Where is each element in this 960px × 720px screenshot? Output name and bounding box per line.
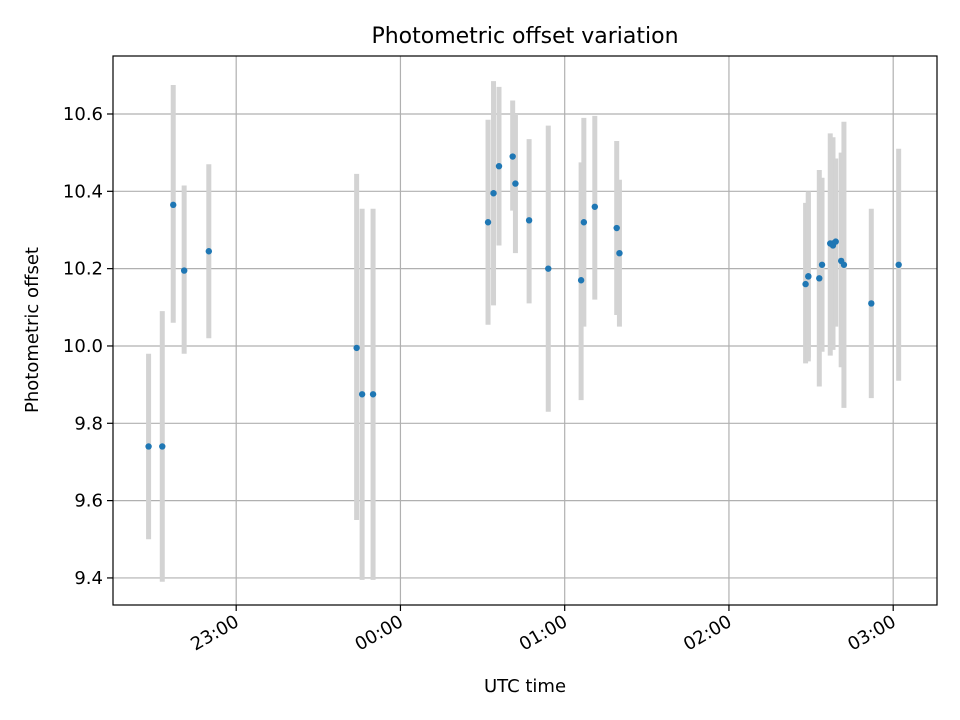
y-tick-label: 10.6 bbox=[63, 104, 103, 125]
y-tick-label: 9.8 bbox=[74, 413, 103, 434]
x-axis-label: UTC time bbox=[484, 676, 566, 697]
y-tick-label: 9.6 bbox=[74, 491, 103, 512]
data-point bbox=[840, 261, 848, 268]
data-point bbox=[353, 344, 360, 352]
data-point bbox=[613, 224, 620, 232]
data-point bbox=[358, 391, 366, 398]
data-point bbox=[495, 162, 503, 170]
data-point bbox=[490, 190, 497, 197]
data-point bbox=[525, 217, 533, 224]
y-axis-label: Photometric offset bbox=[22, 247, 43, 413]
data-point bbox=[369, 391, 377, 398]
data-point bbox=[591, 203, 599, 210]
data-point bbox=[895, 261, 902, 268]
data-point bbox=[545, 265, 552, 272]
data-point bbox=[832, 238, 839, 245]
data-point bbox=[205, 248, 213, 255]
chart-title: Photometric offset variation bbox=[371, 24, 678, 49]
data-points bbox=[145, 153, 902, 450]
data-point bbox=[616, 249, 623, 257]
data-point bbox=[868, 300, 875, 307]
data-point bbox=[805, 273, 812, 280]
grid-lines bbox=[113, 56, 937, 605]
data-point bbox=[818, 261, 826, 268]
y-tick-label: 10.4 bbox=[63, 181, 103, 202]
data-point bbox=[159, 443, 166, 450]
data-point bbox=[509, 153, 516, 160]
data-point bbox=[484, 219, 492, 226]
plot-area-frame bbox=[112, 55, 938, 606]
y-tick-label: 10.2 bbox=[63, 259, 103, 280]
data-point bbox=[577, 277, 585, 284]
data-point bbox=[170, 201, 177, 209]
data-point bbox=[145, 443, 152, 450]
data-point bbox=[512, 180, 519, 187]
y-tick-label: 9.4 bbox=[74, 568, 103, 589]
data-point bbox=[802, 280, 809, 288]
data-point bbox=[180, 267, 188, 274]
y-tick-label: 10.0 bbox=[63, 336, 103, 357]
data-point bbox=[816, 275, 823, 282]
data-point bbox=[580, 219, 588, 226]
